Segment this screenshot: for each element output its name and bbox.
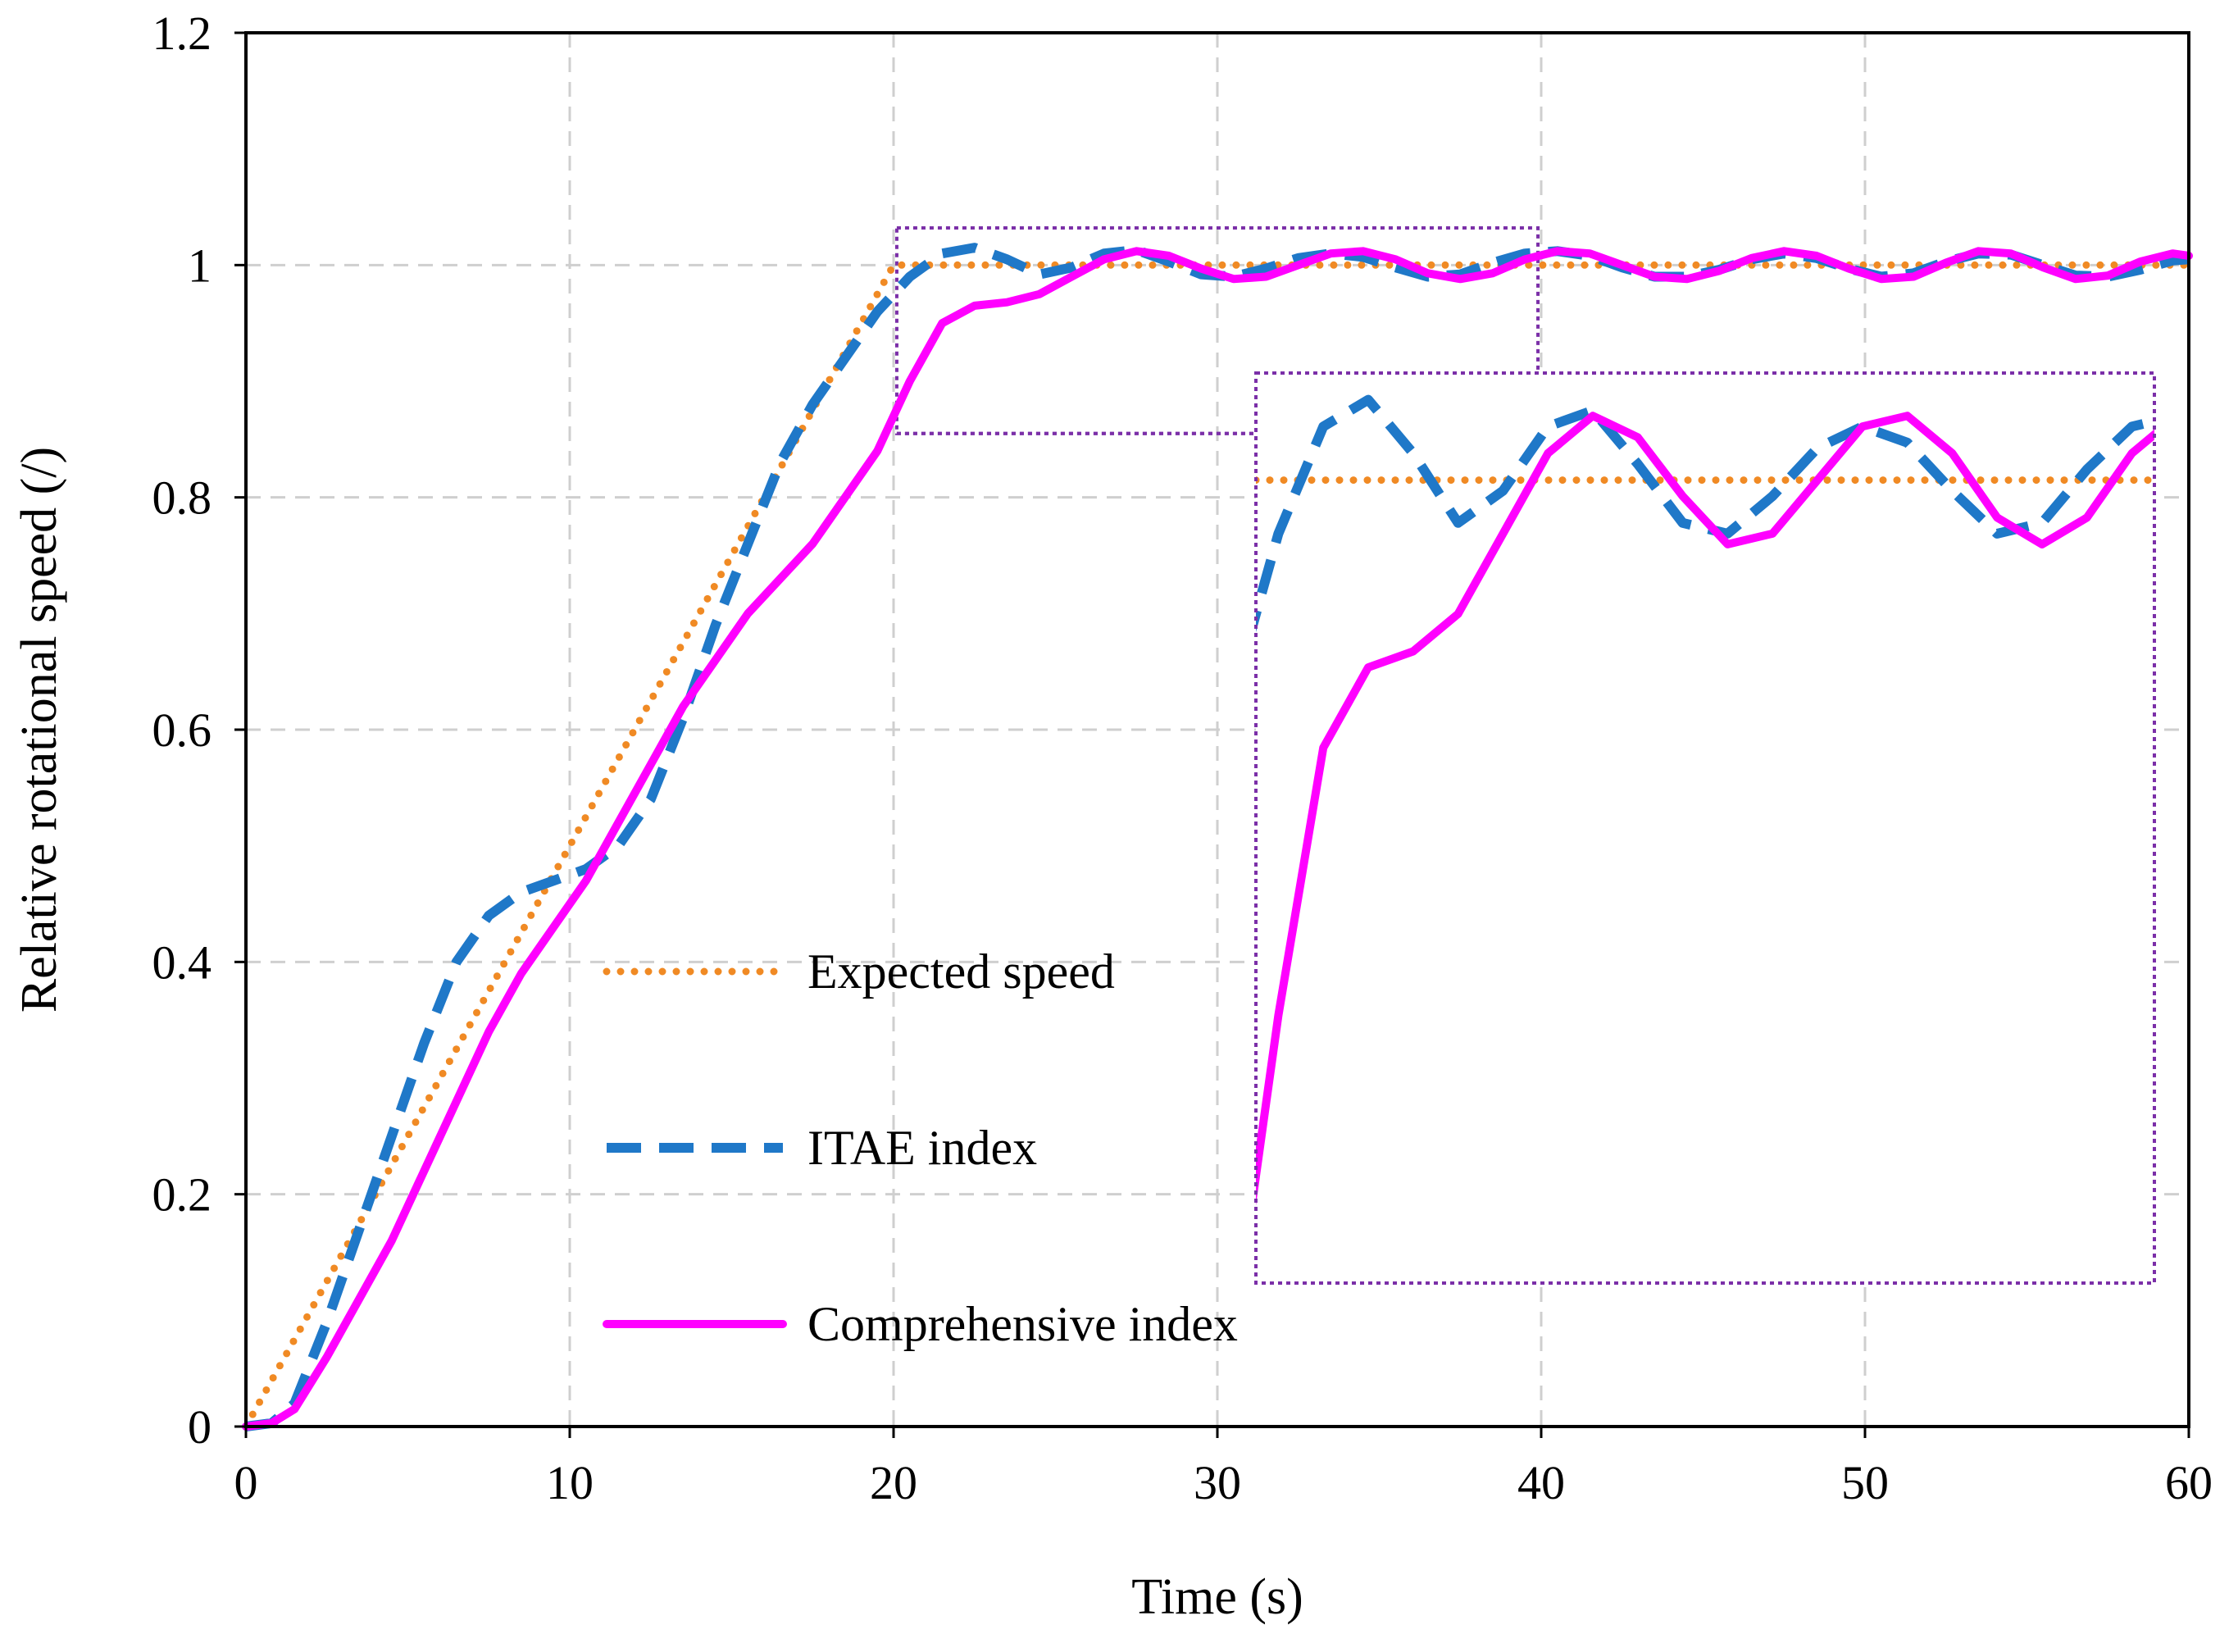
legend-label-expected-speed: Expected speed — [807, 944, 1115, 999]
x-tick-label: 20 — [870, 1456, 917, 1509]
legend-label-itae-index: ITAE index — [807, 1121, 1037, 1175]
series-line-expected-speed — [242, 261, 2193, 1431]
inset-panel — [1254, 371, 2156, 1285]
inset-background — [1256, 373, 2154, 1283]
series-line-comprehensive-index — [242, 247, 2193, 1431]
y-tick-label: 0.6 — [152, 703, 212, 757]
series-lines — [242, 243, 2193, 1431]
inset-frame — [1254, 371, 2156, 1285]
legend-label-comprehensive-index: Comprehensive index — [807, 1297, 1238, 1351]
x-tick-label: 0 — [234, 1456, 258, 1509]
x-tick-label: 40 — [1517, 1456, 1565, 1509]
y-tick-label: 1.2 — [152, 7, 212, 60]
y-tick-label: 0.4 — [152, 935, 212, 989]
x-axis-ticks: 0 10 20 30 40 50 60 — [234, 1427, 2213, 1509]
x-tick-label: 30 — [1194, 1456, 1241, 1509]
x-axis-title: Time (s) — [1131, 1569, 1303, 1625]
y-tick-label: 0 — [188, 1400, 212, 1454]
x-tick-label: 60 — [2165, 1456, 2213, 1509]
legend: Expected speed ITAE index Comprehensive … — [603, 944, 1238, 1351]
y-axis-ticks: 0 0.2 0.4 0.6 0.8 1 1.2 — [152, 7, 246, 1454]
y-tick-label: 0.8 — [152, 471, 212, 525]
inset-line-comprehensive-index — [1256, 412, 2154, 1206]
x-tick-label: 10 — [546, 1456, 594, 1509]
inset-curves — [1256, 394, 2154, 1206]
y-tick-label: 1 — [188, 239, 212, 292]
y-axis-title: Relative rotational speed (/) — [11, 447, 67, 1013]
x-tick-label: 50 — [1841, 1456, 1889, 1509]
y-tick-label: 0.2 — [152, 1168, 212, 1222]
